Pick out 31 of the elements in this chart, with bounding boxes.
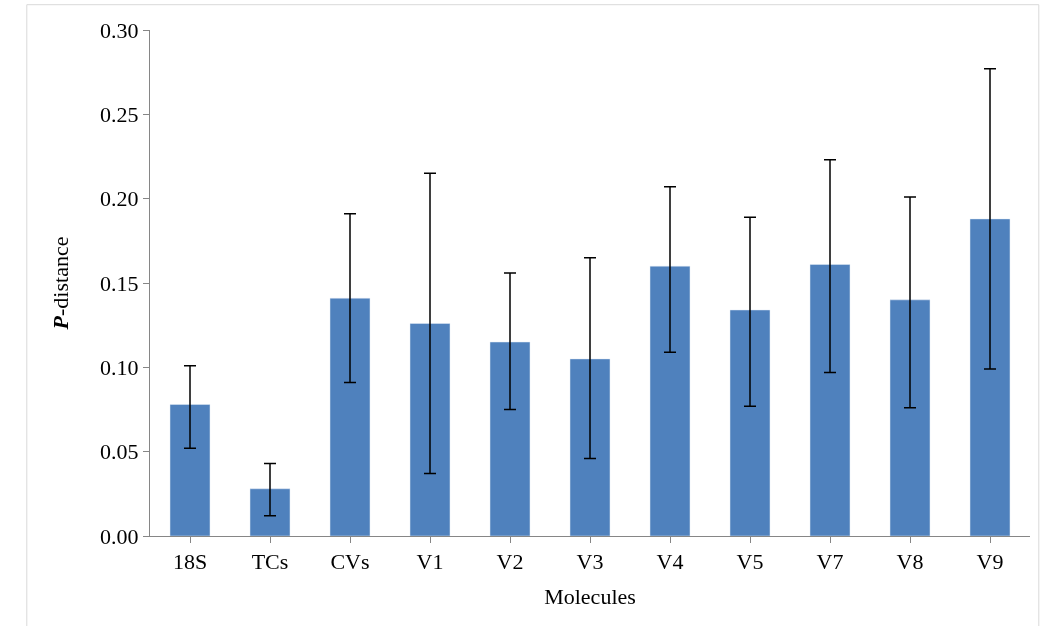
x-tick-label: V9 (976, 549, 1004, 575)
y-tick-label: 0.15 (100, 270, 139, 296)
x-axis-title: Molecules (544, 584, 636, 610)
y-tick-label: 0.00 (100, 523, 139, 549)
x-tick-label: V2 (496, 549, 524, 575)
bar (409, 323, 451, 536)
x-tick-label: V8 (896, 549, 924, 575)
y-tick-label: 0.10 (100, 355, 139, 381)
bar (649, 265, 691, 536)
y-axis-title: P-distance (47, 236, 73, 331)
y-tick-label: 0.25 (100, 102, 139, 128)
bar (889, 299, 931, 536)
x-tick-label: V4 (656, 549, 684, 575)
x-tick-label: V3 (576, 549, 604, 575)
bar (169, 404, 211, 536)
y-tick-label: 0.20 (100, 186, 139, 212)
bar (329, 297, 371, 536)
bar (249, 488, 291, 536)
x-tick-label: V7 (816, 549, 844, 575)
y-tick-label: 0.05 (100, 439, 139, 465)
bar (489, 341, 531, 536)
x-tick-label: TCs (251, 549, 289, 575)
bar (569, 358, 611, 536)
x-tick-label: V1 (416, 549, 444, 575)
x-tick-label: V5 (736, 549, 764, 575)
x-tick-label: 18S (172, 549, 208, 575)
x-tick-label: CVs (330, 549, 370, 575)
bar (809, 264, 851, 536)
bar (729, 309, 771, 536)
y-tick-label: 0.30 (100, 17, 139, 43)
bar (969, 218, 1011, 536)
